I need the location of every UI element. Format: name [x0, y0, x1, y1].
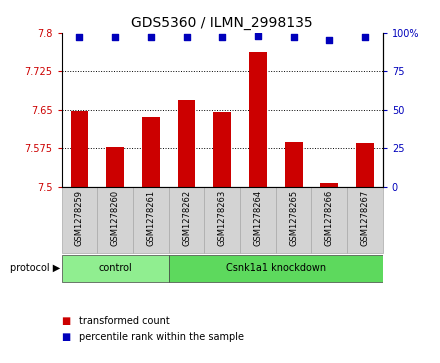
Point — [254, 33, 261, 38]
Text: GSM1278260: GSM1278260 — [110, 190, 120, 246]
Bar — [240, 187, 276, 253]
Text: Csnk1a1 knockdown: Csnk1a1 knockdown — [226, 263, 326, 273]
Bar — [106, 147, 124, 187]
Text: GSM1278265: GSM1278265 — [289, 190, 298, 246]
Point — [290, 34, 297, 40]
Bar — [356, 143, 374, 187]
Title: GDS5360 / ILMN_2998135: GDS5360 / ILMN_2998135 — [132, 16, 313, 30]
Bar — [70, 111, 88, 187]
Text: protocol ▶: protocol ▶ — [10, 263, 60, 273]
Text: percentile rank within the sample: percentile rank within the sample — [79, 332, 244, 342]
Bar — [62, 255, 169, 282]
Text: ■: ■ — [62, 332, 71, 342]
Point — [361, 34, 368, 40]
Text: GSM1278263: GSM1278263 — [218, 190, 227, 246]
Bar — [97, 187, 133, 253]
Point — [147, 34, 154, 40]
Text: GSM1278262: GSM1278262 — [182, 190, 191, 246]
Point — [183, 34, 190, 40]
Text: GSM1278267: GSM1278267 — [360, 190, 370, 246]
Bar — [169, 187, 204, 253]
Bar — [178, 101, 195, 187]
Point — [326, 37, 333, 43]
Text: ■: ■ — [62, 316, 71, 326]
Text: GSM1278266: GSM1278266 — [325, 190, 334, 246]
Bar — [312, 187, 347, 253]
Bar — [169, 255, 383, 282]
Bar — [249, 52, 267, 187]
Bar — [62, 187, 97, 253]
Text: transformed count: transformed count — [79, 316, 170, 326]
Point — [219, 34, 226, 40]
Text: GSM1278261: GSM1278261 — [147, 190, 155, 246]
Text: control: control — [98, 263, 132, 273]
Bar — [320, 183, 338, 187]
Bar — [213, 112, 231, 187]
Point — [76, 34, 83, 40]
Bar — [142, 118, 160, 187]
Text: GSM1278264: GSM1278264 — [253, 190, 262, 246]
Bar — [133, 187, 169, 253]
Text: GSM1278259: GSM1278259 — [75, 190, 84, 246]
Bar — [285, 142, 303, 187]
Bar — [276, 187, 312, 253]
Bar — [204, 187, 240, 253]
Bar — [347, 187, 383, 253]
Point — [112, 34, 119, 40]
